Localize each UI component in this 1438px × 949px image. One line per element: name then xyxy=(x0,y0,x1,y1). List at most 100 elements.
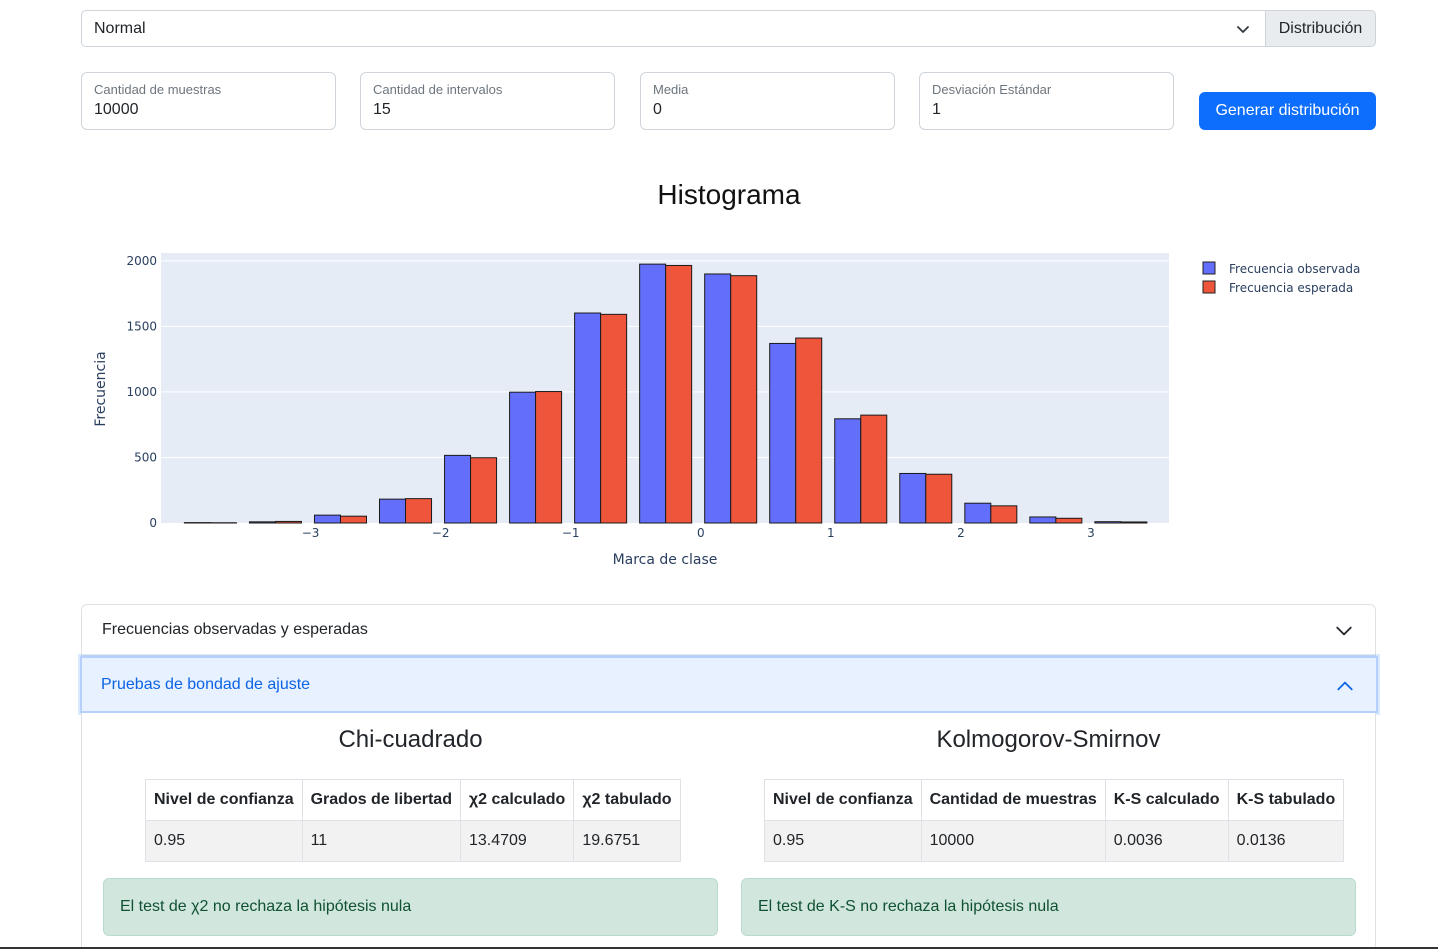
x-tick-label: −2 xyxy=(432,526,450,540)
expected-frequency-bar xyxy=(470,457,498,524)
expected-frequency-bar xyxy=(860,414,888,524)
legend-swatch-expected xyxy=(1202,280,1216,294)
table-cell: 0.95 xyxy=(764,820,922,862)
table-cell: 11 xyxy=(301,820,461,862)
distribution-select-value: Normal xyxy=(94,19,146,37)
table-header-cell: χ2 tabulado xyxy=(573,779,681,821)
x-tick-label: 3 xyxy=(1087,526,1095,540)
table-header-cell: χ2 calculado xyxy=(459,779,575,821)
table-cell: 19.6751 xyxy=(573,820,681,862)
expected-frequency-bar xyxy=(405,498,433,524)
expected-frequency-bar xyxy=(795,337,823,524)
chart-title: Histograma xyxy=(657,179,801,210)
accordion-frequencies-header[interactable]: Frecuencias observadas y esperadas xyxy=(81,604,1376,656)
window-bottom-edge xyxy=(0,947,1438,949)
observed-frequency-bar xyxy=(639,263,667,524)
table-cell: 0.0036 xyxy=(1104,820,1229,862)
observed-frequency-bar xyxy=(704,273,732,524)
histogram-chart: Histograma 0 500 1000 1500 2000 −3 −2 −1 0 1 2 3 Ma… xyxy=(93,179,1360,568)
expected-frequency-bar xyxy=(990,505,1018,524)
intervals-field-label: Cantidad de intervalos xyxy=(373,82,503,97)
y-tick-label: 500 xyxy=(134,450,157,464)
x-axis-label: Marca de clase xyxy=(613,552,718,568)
intervals-field[interactable]: Cantidad de intervalos 15 xyxy=(360,72,615,130)
std-dev-field-value[interactable]: 1 xyxy=(932,101,941,118)
y-axis-label: Frecuencia xyxy=(93,351,109,426)
goodness-of-fit-panel: Chi-cuadrado Nivel de confianza Grados d… xyxy=(81,713,1376,949)
table-header-row: Nivel de confianza Cantidad de muestras … xyxy=(764,779,1345,821)
x-tick-label: −1 xyxy=(562,526,580,540)
legend-swatch-observed xyxy=(1202,261,1216,275)
ks-result-alert: El test de K-S no rechaza la hipótesis n… xyxy=(741,878,1356,936)
distribution-select-group: Normal Distribución xyxy=(81,10,1376,47)
observed-frequency-bar xyxy=(574,312,602,524)
std-dev-field[interactable]: Desviación Estándar 1 xyxy=(919,72,1174,130)
y-tick-label: 2000 xyxy=(126,254,157,268)
observed-frequency-bar xyxy=(444,454,472,524)
observed-frequency-bar xyxy=(899,472,927,524)
observed-frequency-bar xyxy=(379,498,407,524)
x-tick-label: −3 xyxy=(302,526,320,540)
accordion-frequencies-title: Frecuencias observadas y esperadas xyxy=(102,621,368,638)
accordion-goodness-of-fit-title: Pruebas de bondad de ajuste xyxy=(101,675,311,693)
chart-legend: Frecuencia observada Frecuencia esperada xyxy=(1202,261,1360,295)
expected-frequency-bar xyxy=(665,264,693,524)
samples-field-label: Cantidad de muestras xyxy=(94,82,222,97)
chi-square-result-alert: El test de χ2 no rechaza la hipótesis nu… xyxy=(103,878,718,936)
mean-field-label: Media xyxy=(653,82,689,97)
y-tick-label: 0 xyxy=(149,516,157,530)
observed-frequency-bar xyxy=(248,521,276,524)
observed-frequency-bar xyxy=(1094,521,1122,524)
expected-frequency-bar xyxy=(925,473,953,524)
observed-frequency-bar xyxy=(313,514,341,524)
observed-frequency-bar xyxy=(509,391,537,524)
intervals-field-value[interactable]: 15 xyxy=(373,101,391,118)
expected-frequency-bar xyxy=(274,520,302,524)
chevron-down-icon xyxy=(1237,26,1249,33)
table-cell: 13.4709 xyxy=(459,820,575,862)
std-dev-field-label: Desviación Estándar xyxy=(932,82,1052,97)
table-header-cell: K-S calculado xyxy=(1104,779,1229,821)
expected-frequency-bar xyxy=(535,391,563,524)
chevron-down-icon xyxy=(1336,626,1352,636)
legend-label-observed: Frecuencia observada xyxy=(1229,262,1360,276)
distribution-select[interactable]: Normal xyxy=(81,10,1266,47)
observed-frequency-bar xyxy=(964,502,992,524)
y-tick-label: 1000 xyxy=(126,385,157,399)
table-row: 0.95 10000 0.0036 0.0136 xyxy=(764,820,1345,862)
table-header-cell: K-S tabulado xyxy=(1227,779,1345,821)
table-row: 0.95 11 13.4709 19.6751 xyxy=(145,820,681,862)
expected-frequency-bar xyxy=(1120,521,1148,524)
legend-label-expected: Frecuencia esperada xyxy=(1229,281,1353,295)
table-header-cell: Nivel de confianza xyxy=(145,779,303,821)
table-cell: 0.0136 xyxy=(1227,820,1345,862)
chi-square-title: Chi-cuadrado xyxy=(338,726,483,753)
generate-distribution-button[interactable]: Generar distribución xyxy=(1199,92,1376,130)
observed-frequency-bar xyxy=(1029,516,1057,524)
chevron-up-icon xyxy=(1337,681,1353,691)
expected-frequency-bar xyxy=(600,313,628,524)
x-tick-label: 0 xyxy=(697,526,705,540)
expected-frequency-bar xyxy=(1055,517,1083,524)
distribution-addon-label: Distribución xyxy=(1266,10,1376,47)
x-tick-label: 2 xyxy=(957,526,965,540)
samples-field-value[interactable]: 10000 xyxy=(94,101,139,118)
table-header-cell: Nivel de confianza xyxy=(764,779,922,821)
observed-frequency-bar xyxy=(769,342,797,524)
table-header-cell: Grados de libertad xyxy=(301,779,461,821)
y-tick-label: 1500 xyxy=(126,319,157,333)
ks-title: Kolmogorov-Smirnov xyxy=(936,726,1161,753)
ks-table: Nivel de confianza Cantidad de muestras … xyxy=(764,779,1345,862)
mean-field-value[interactable]: 0 xyxy=(653,101,662,118)
table-cell: 0.95 xyxy=(145,820,303,862)
mean-field[interactable]: Media 0 xyxy=(640,72,895,130)
samples-field[interactable]: Cantidad de muestras 10000 xyxy=(81,72,336,130)
x-tick-label: 1 xyxy=(827,526,835,540)
chi-square-table: Nivel de confianza Grados de libertad χ2… xyxy=(145,779,681,862)
table-header-cell: Cantidad de muestras xyxy=(920,779,1106,821)
accordion-goodness-of-fit-header[interactable]: Pruebas de bondad de ajuste xyxy=(80,656,1378,713)
table-header-row: Nivel de confianza Grados de libertad χ2… xyxy=(145,779,681,821)
table-cell: 10000 xyxy=(920,820,1106,862)
expected-frequency-bar xyxy=(730,275,758,524)
observed-frequency-bar xyxy=(834,418,862,524)
